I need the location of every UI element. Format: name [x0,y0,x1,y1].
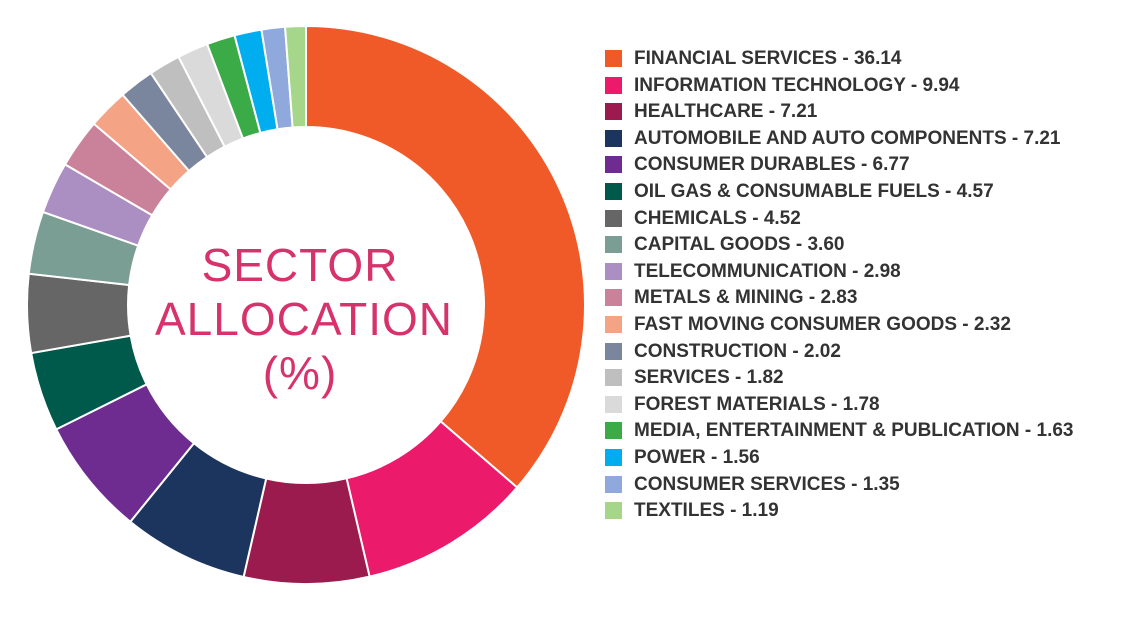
legend-item: CONSTRUCTION - 2.02 [605,339,1135,364]
chart-legend: FINANCIAL SERVICES - 36.14 INFORMATION TE… [605,46,1135,525]
donut-slice [283,24,307,129]
legend-swatch [605,369,622,387]
legend-item: FAST MOVING CONSUMER GOODS - 2.32 [605,312,1135,337]
legend-swatch [605,502,622,520]
legend-swatch [605,262,622,280]
legend-label: MEDIA, ENTERTAINMENT & PUBLICATION - 1.6… [634,420,1074,442]
legend-item: CAPITAL GOODS - 3.60 [605,232,1135,257]
legend-item: HEALTHCARE - 7.21 [605,99,1135,124]
legend-label: OIL GAS & CONSUMABLE FUELS - 4.57 [634,180,994,202]
legend-swatch [605,76,622,94]
legend-label: FAST MOVING CONSUMER GOODS - 2.32 [634,313,1011,335]
legend-label: HEALTHCARE - 7.21 [634,101,818,123]
legend-swatch [605,342,622,360]
legend-label: CONSTRUCTION - 2.02 [634,340,841,362]
legend-swatch [605,395,622,413]
legend-item: CONSUMER SERVICES - 1.35 [605,472,1135,497]
legend-swatch [605,156,622,174]
legend-item: OIL GAS & CONSUMABLE FUELS - 4.57 [605,179,1135,204]
legend-label: TEXTILES - 1.19 [634,500,779,522]
legend-item: MEDIA, ENTERTAINMENT & PUBLICATION - 1.6… [605,418,1135,443]
legend-swatch [605,129,622,147]
legend-swatch [605,422,622,440]
legend-label: TELECOMMUNICATION - 2.98 [634,260,901,282]
legend-label: CONSUMER DURABLES - 6.77 [634,154,910,176]
legend-label: METALS & MINING - 2.83 [634,287,858,309]
legend-swatch [605,50,622,67]
legend-label: FINANCIAL SERVICES - 36.14 [634,48,902,69]
legend-item: INFORMATION TECHNOLOGY - 9.94 [605,73,1135,98]
legend-item: TEXTILES - 1.19 [605,498,1135,523]
legend-swatch [605,448,622,466]
legend-item: POWER - 1.56 [605,445,1135,470]
legend-swatch [605,103,622,121]
chart-title-line-2: ALLOCATION [155,293,453,345]
legend-item: METALS & MINING - 2.83 [605,285,1135,310]
legend-swatch [605,475,622,493]
legend-label: CHEMICALS - 4.52 [634,207,801,229]
sector-allocation-donut-chart [26,24,586,585]
legend-item: CONSUMER DURABLES - 6.77 [605,152,1135,177]
legend-item: CHEMICALS - 4.52 [605,206,1135,231]
legend-item: TELECOMMUNICATION - 2.98 [605,259,1135,284]
legend-item: AUTOMOBILE AND AUTO COMPONENTS - 7.21 [605,126,1135,151]
chart-title-line-1: SECTOR [201,239,399,291]
legend-label: POWER - 1.56 [634,446,760,468]
legend-item: SERVICES - 1.82 [605,365,1135,390]
chart-title-line-3: (%) [262,347,338,399]
legend-label: SERVICES - 1.82 [634,367,784,389]
legend-label: INFORMATION TECHNOLOGY - 9.94 [634,74,960,96]
legend-label: CONSUMER SERVICES - 1.35 [634,473,900,495]
legend-label: FOREST MATERIALS - 1.78 [634,393,880,415]
legend-label: CAPITAL GOODS - 3.60 [634,234,845,256]
legend-item: FINANCIAL SERVICES - 36.14 [605,46,1135,71]
legend-swatch [605,236,622,254]
legend-swatch [605,289,622,307]
donut-slice [305,24,586,489]
legend-swatch [605,182,622,200]
legend-label: AUTOMOBILE AND AUTO COMPONENTS - 7.21 [634,127,1061,149]
legend-swatch [605,315,622,333]
legend-item: FOREST MATERIALS - 1.78 [605,392,1135,417]
legend-swatch [605,209,622,227]
